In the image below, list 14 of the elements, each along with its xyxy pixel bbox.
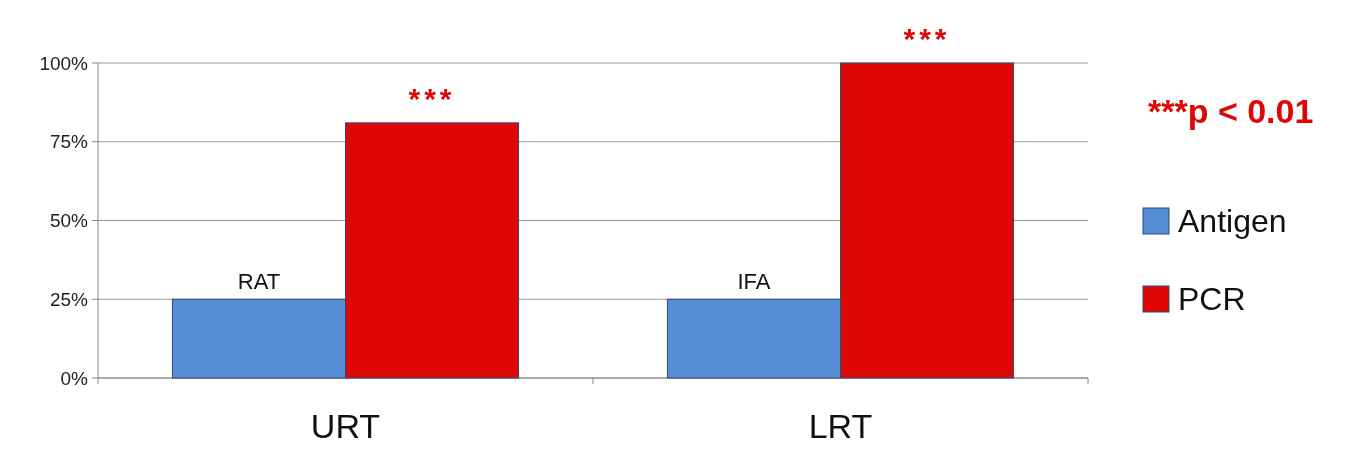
y-tick-label: 100%: [39, 52, 89, 74]
y-tick-label: 25%: [49, 288, 89, 310]
annotation: ***: [408, 81, 456, 115]
x-tick-label: URT: [310, 407, 381, 445]
x-tick-label: LRT: [808, 407, 873, 445]
annotation: ***: [903, 22, 951, 55]
data-label: IFA: [737, 269, 771, 295]
text: ***p < 0.01: [1148, 92, 1314, 130]
data-label: RAT: [237, 269, 281, 295]
y-tick-label: 75%: [49, 131, 89, 153]
legend-label: PCR: [1178, 281, 1246, 318]
legend-label: Antigen: [1178, 203, 1287, 240]
y-tick-label: 0%: [60, 367, 89, 389]
y-tick-label: 50%: [49, 210, 89, 232]
